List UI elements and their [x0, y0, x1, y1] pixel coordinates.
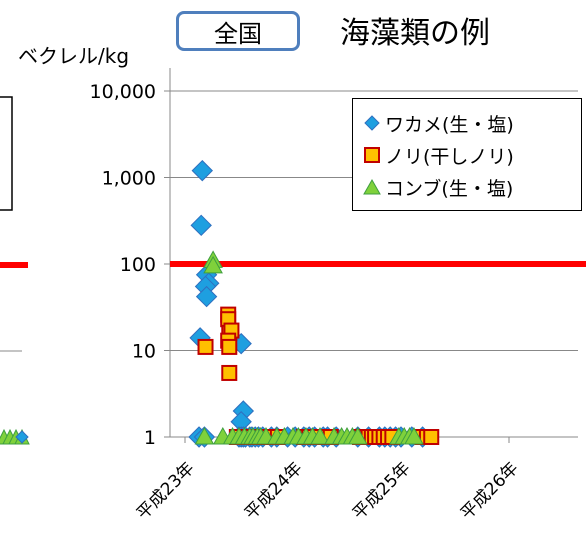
x-axis: 平成23年 平成24年 平成25年 平成26年 — [133, 437, 523, 524]
legend-item-wakame: ワカメ(生・塩) — [361, 107, 581, 139]
konbu-point — [203, 255, 223, 274]
wakame-point — [191, 159, 213, 182]
nori-point — [423, 429, 440, 445]
y-tick-label: 1,000 — [102, 168, 156, 190]
x-tick-label: 平成24年 — [241, 458, 307, 524]
left-panel-legend-edge — [0, 96, 13, 211]
y-tick-label: 10 — [132, 341, 156, 363]
nori-point — [221, 364, 238, 381]
legend-label-konbu: コンブ(生・塩) — [385, 177, 514, 200]
konbu-point — [194, 426, 215, 445]
chart-title: 海藻類の例 — [340, 16, 490, 51]
y-axis: 1 10 100 1,000 10,000 — [90, 68, 171, 449]
legend-item-nori: ノリ(干しノリ) — [361, 139, 581, 171]
region-badge: 全国 — [176, 11, 300, 51]
konbu-point — [347, 426, 368, 445]
y-tick-label: 100 — [120, 254, 156, 276]
region-badge-label: 全国 — [214, 19, 262, 48]
square-marker-icon — [364, 147, 380, 163]
data-points — [188, 159, 440, 448]
y-axis-unit: ベクレル/kg — [18, 44, 130, 68]
legend-label-wakame: ワカメ(生・塩) — [385, 113, 514, 136]
wakame-point — [195, 285, 218, 308]
y-tick-label: 1 — [144, 427, 156, 449]
x-tick-label: 平成23年 — [133, 458, 199, 524]
nori-point — [197, 338, 214, 355]
wakame-point — [190, 214, 212, 237]
diamond-marker-icon — [364, 115, 380, 131]
konbu-point — [310, 426, 330, 445]
legend-label-nori: ノリ(干しノリ) — [385, 145, 514, 168]
x-tick-label: 平成25年 — [349, 458, 415, 524]
legend-item-konbu: コンブ(生・塩) — [361, 171, 581, 203]
triangle-marker-icon — [363, 178, 381, 195]
nori-point — [221, 338, 238, 355]
y-tick-label: 10,000 — [90, 81, 156, 103]
x-tick-label: 平成26年 — [457, 458, 523, 524]
left-panel-fragment — [0, 96, 30, 445]
legend: ワカメ(生・塩) ノリ(干しノリ) コンブ(生・塩) — [352, 98, 582, 211]
left-panel-point — [15, 430, 29, 444]
konbu-point — [404, 426, 424, 445]
